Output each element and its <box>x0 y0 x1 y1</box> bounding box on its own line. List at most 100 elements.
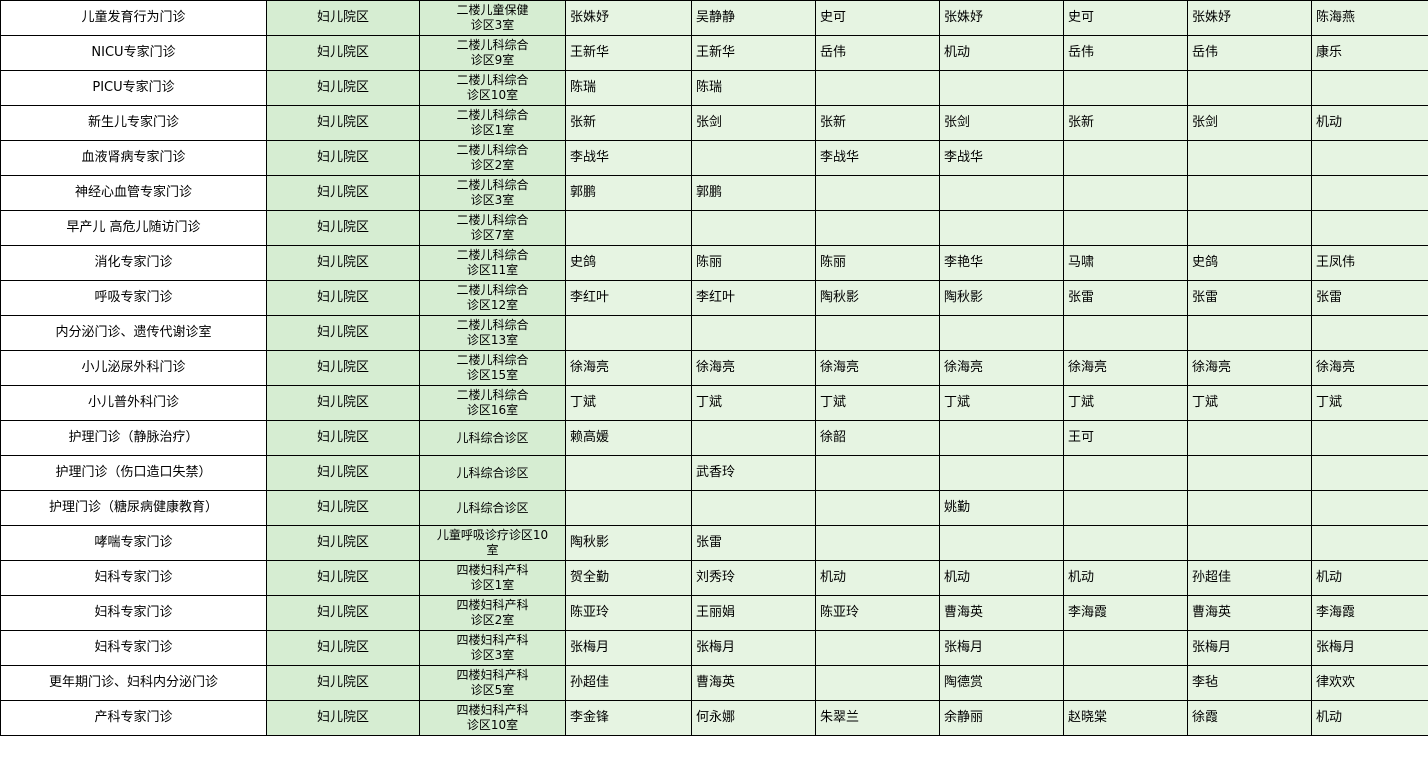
room-cell[interactable]: 二楼儿科综合 诊区13室 <box>419 315 566 351</box>
doctor-cell[interactable]: 朱翠兰 <box>815 700 940 736</box>
doctor-cell[interactable] <box>1187 315 1312 351</box>
campus-cell[interactable]: 妇儿院区 <box>266 175 420 211</box>
doctor-cell[interactable] <box>815 630 940 666</box>
doctor-cell[interactable] <box>815 315 940 351</box>
doctor-cell[interactable]: 李海霞 <box>1311 595 1428 631</box>
doctor-cell[interactable]: 张剑 <box>1187 105 1312 141</box>
doctor-cell[interactable]: 曹海英 <box>691 665 816 701</box>
doctor-cell[interactable] <box>939 70 1064 106</box>
room-cell[interactable]: 二楼儿科综合 诊区12室 <box>419 280 566 316</box>
doctor-cell[interactable]: 徐韶 <box>815 420 940 456</box>
campus-cell[interactable]: 妇儿院区 <box>266 700 420 736</box>
doctor-cell[interactable]: 丁斌 <box>1187 385 1312 421</box>
clinic-name-cell[interactable]: NICU专家门诊 <box>0 35 267 71</box>
campus-cell[interactable]: 妇儿院区 <box>266 595 420 631</box>
room-cell[interactable]: 儿科综合诊区 <box>419 490 566 526</box>
doctor-cell[interactable]: 刘秀玲 <box>691 560 816 596</box>
doctor-cell[interactable] <box>939 455 1064 491</box>
clinic-name-cell[interactable]: 消化专家门诊 <box>0 245 267 281</box>
doctor-cell[interactable]: 孙超佳 <box>1187 560 1312 596</box>
doctor-cell[interactable]: 陶秋影 <box>565 525 692 561</box>
doctor-cell[interactable] <box>1063 175 1188 211</box>
campus-cell[interactable]: 妇儿院区 <box>266 455 420 491</box>
doctor-cell[interactable] <box>691 210 816 246</box>
doctor-cell[interactable]: 史鸽 <box>1187 245 1312 281</box>
doctor-cell[interactable]: 史可 <box>1063 0 1188 36</box>
doctor-cell[interactable] <box>1063 210 1188 246</box>
doctor-cell[interactable]: 徐海亮 <box>1187 350 1312 386</box>
doctor-cell[interactable] <box>815 455 940 491</box>
clinic-name-cell[interactable]: 小儿泌尿外科门诊 <box>0 350 267 386</box>
room-cell[interactable]: 四楼妇科产科 诊区1室 <box>419 560 566 596</box>
doctor-cell[interactable] <box>565 315 692 351</box>
doctor-cell[interactable] <box>1311 455 1428 491</box>
campus-cell[interactable]: 妇儿院区 <box>266 665 420 701</box>
doctor-cell[interactable]: 陈海燕 <box>1311 0 1428 36</box>
doctor-cell[interactable] <box>691 420 816 456</box>
doctor-cell[interactable]: 武香玲 <box>691 455 816 491</box>
doctor-cell[interactable]: 机动 <box>939 560 1064 596</box>
campus-cell[interactable]: 妇儿院区 <box>266 315 420 351</box>
clinic-name-cell[interactable]: 妇科专家门诊 <box>0 560 267 596</box>
doctor-cell[interactable]: 马啸 <box>1063 245 1188 281</box>
doctor-cell[interactable] <box>1063 665 1188 701</box>
doctor-cell[interactable] <box>1187 455 1312 491</box>
doctor-cell[interactable]: 张梅月 <box>565 630 692 666</box>
doctor-cell[interactable]: 丁斌 <box>939 385 1064 421</box>
doctor-cell[interactable] <box>1063 140 1188 176</box>
doctor-cell[interactable]: 郭鹏 <box>565 175 692 211</box>
doctor-cell[interactable]: 陈丽 <box>815 245 940 281</box>
doctor-cell[interactable]: 陶德赏 <box>939 665 1064 701</box>
doctor-cell[interactable]: 曹海英 <box>1187 595 1312 631</box>
doctor-cell[interactable] <box>1311 490 1428 526</box>
campus-cell[interactable]: 妇儿院区 <box>266 210 420 246</box>
doctor-cell[interactable]: 李毡 <box>1187 665 1312 701</box>
doctor-cell[interactable]: 王可 <box>1063 420 1188 456</box>
doctor-cell[interactable]: 张梅月 <box>939 630 1064 666</box>
doctor-cell[interactable] <box>1187 175 1312 211</box>
doctor-cell[interactable] <box>1187 140 1312 176</box>
campus-cell[interactable]: 妇儿院区 <box>266 490 420 526</box>
doctor-cell[interactable]: 陶秋影 <box>815 280 940 316</box>
doctor-cell[interactable] <box>939 175 1064 211</box>
doctor-cell[interactable]: 陈丽 <box>691 245 816 281</box>
doctor-cell[interactable] <box>1063 315 1188 351</box>
campus-cell[interactable]: 妇儿院区 <box>266 0 420 36</box>
doctor-cell[interactable]: 李战华 <box>815 140 940 176</box>
doctor-cell[interactable] <box>1063 525 1188 561</box>
campus-cell[interactable]: 妇儿院区 <box>266 560 420 596</box>
room-cell[interactable]: 二楼儿童保健 诊区3室 <box>419 0 566 36</box>
doctor-cell[interactable] <box>815 175 940 211</box>
room-cell[interactable]: 四楼妇科产科 诊区2室 <box>419 595 566 631</box>
doctor-cell[interactable]: 李战华 <box>939 140 1064 176</box>
doctor-cell[interactable]: 张梅月 <box>691 630 816 666</box>
doctor-cell[interactable] <box>1187 525 1312 561</box>
doctor-cell[interactable] <box>691 490 816 526</box>
clinic-name-cell[interactable]: PICU专家门诊 <box>0 70 267 106</box>
doctor-cell[interactable] <box>1063 630 1188 666</box>
clinic-name-cell[interactable]: 护理门诊（糖尿病健康教育） <box>0 490 267 526</box>
doctor-cell[interactable]: 丁斌 <box>815 385 940 421</box>
doctor-cell[interactable]: 张雷 <box>1311 280 1428 316</box>
doctor-cell[interactable]: 张剑 <box>691 105 816 141</box>
clinic-name-cell[interactable]: 新生儿专家门诊 <box>0 105 267 141</box>
doctor-cell[interactable] <box>1063 70 1188 106</box>
doctor-cell[interactable] <box>815 70 940 106</box>
doctor-cell[interactable]: 张新 <box>565 105 692 141</box>
doctor-cell[interactable]: 岳伟 <box>1187 35 1312 71</box>
doctor-cell[interactable] <box>815 210 940 246</box>
campus-cell[interactable]: 妇儿院区 <box>266 385 420 421</box>
doctor-cell[interactable]: 张新 <box>815 105 940 141</box>
doctor-cell[interactable]: 张梅月 <box>1311 630 1428 666</box>
doctor-cell[interactable]: 张姝妤 <box>1187 0 1312 36</box>
doctor-cell[interactable]: 王新华 <box>565 35 692 71</box>
doctor-cell[interactable]: 康乐 <box>1311 35 1428 71</box>
room-cell[interactable]: 二楼儿科综合 诊区10室 <box>419 70 566 106</box>
doctor-cell[interactable]: 机动 <box>939 35 1064 71</box>
campus-cell[interactable]: 妇儿院区 <box>266 630 420 666</box>
doctor-cell[interactable]: 徐霞 <box>1187 700 1312 736</box>
doctor-cell[interactable] <box>1187 70 1312 106</box>
clinic-name-cell[interactable]: 内分泌门诊、遗传代谢诊室 <box>0 315 267 351</box>
doctor-cell[interactable]: 史鸽 <box>565 245 692 281</box>
clinic-name-cell[interactable]: 早产儿 高危儿随访门诊 <box>0 210 267 246</box>
